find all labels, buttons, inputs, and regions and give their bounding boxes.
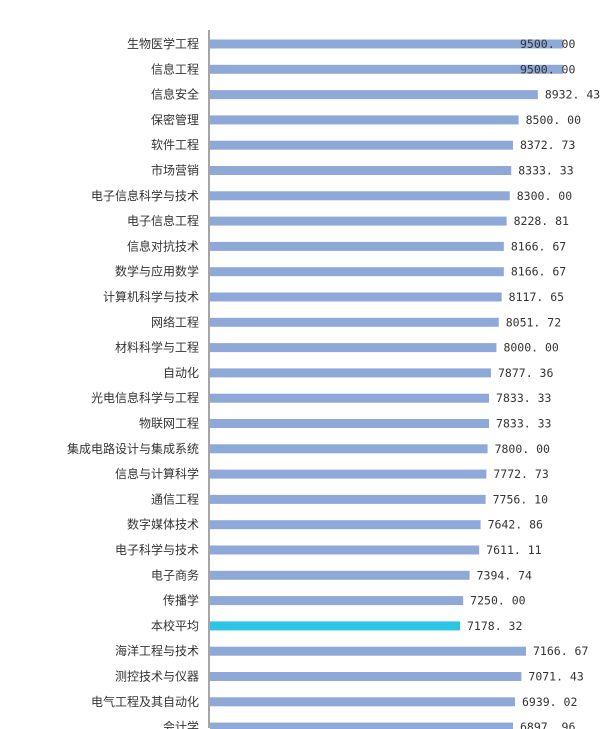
bar — [210, 140, 513, 150]
value-label: 9500. 00 — [520, 37, 575, 51]
bar — [210, 39, 563, 49]
value-label: 9500. 00 — [520, 62, 575, 76]
value-label: 7178. 32 — [467, 619, 522, 633]
bar-highlight — [210, 621, 460, 631]
value-label: 7877. 36 — [498, 366, 553, 380]
value-label: 7756. 10 — [493, 492, 548, 506]
value-label: 8932. 43 — [545, 88, 600, 102]
value-label: 8300. 00 — [517, 189, 572, 203]
value-label: 7833. 33 — [496, 391, 551, 405]
category-label: 电子科学与技术 — [115, 542, 199, 557]
value-label: 6897. 96 — [520, 720, 575, 729]
value-label: 6939. 02 — [522, 695, 577, 709]
value-label: 7250. 00 — [470, 594, 525, 608]
category-label: 光电信息科学与工程 — [91, 390, 199, 405]
category-label: 电子信息科学与技术 — [91, 188, 199, 203]
bar — [210, 545, 480, 555]
bar — [210, 570, 470, 580]
value-label: 7772. 73 — [493, 467, 548, 481]
category-label: 海洋工程与技术 — [115, 643, 199, 658]
category-label: 测控技术与仪器 — [115, 670, 199, 684]
bar — [210, 90, 538, 100]
value-label: 7611. 11 — [486, 543, 541, 557]
bar — [210, 393, 490, 403]
bar — [210, 722, 513, 729]
category-label: 计算机科学与技术 — [103, 289, 199, 304]
bar — [210, 115, 519, 125]
category-label: 生物医学工程 — [127, 36, 199, 51]
category-label: 电子信息工程 — [127, 213, 199, 228]
value-label: 7071. 43 — [528, 670, 583, 684]
bar — [210, 317, 499, 327]
category-label: 数学与应用数学 — [115, 264, 199, 279]
value-label: 8500. 00 — [526, 113, 581, 127]
value-label: 7642. 86 — [488, 518, 543, 532]
category-label: 保密管理 — [151, 112, 199, 127]
category-label: 信息与计算科学 — [115, 466, 199, 481]
value-label: 8372. 73 — [520, 138, 575, 152]
bar — [210, 494, 486, 504]
category-label: 传播学 — [163, 593, 199, 608]
bar — [210, 216, 507, 226]
value-label: 8166. 67 — [511, 239, 566, 253]
bar — [210, 520, 481, 530]
value-label: 8117. 65 — [509, 290, 564, 304]
value-label: 7394. 74 — [477, 568, 532, 582]
bar — [210, 444, 488, 454]
category-label: 材料科学与工程 — [115, 340, 199, 355]
category-label: 会计学 — [163, 719, 199, 729]
value-label: 7800. 00 — [495, 442, 550, 456]
bar — [210, 191, 510, 201]
value-label: 7833. 33 — [496, 417, 551, 431]
category-label: 数字媒体技术 — [127, 517, 199, 532]
category-label: 市场营销 — [151, 163, 199, 178]
bar — [210, 672, 522, 681]
category-label: 网络工程 — [151, 314, 199, 329]
bar — [210, 292, 502, 302]
category-label: 电气工程及其自动化 — [91, 694, 199, 709]
category-label: 电子商务 — [151, 567, 199, 582]
bar — [210, 241, 504, 251]
bar — [210, 166, 512, 175]
category-label: 本校平均 — [151, 618, 199, 633]
bar — [210, 596, 464, 606]
category-label: 通信工程 — [151, 491, 199, 506]
bar — [210, 419, 490, 428]
bar — [210, 646, 526, 656]
value-label: 8166. 67 — [511, 265, 566, 279]
bar — [210, 469, 487, 479]
value-label: 7166. 67 — [533, 644, 588, 658]
category-label: 自动化 — [163, 366, 199, 380]
value-label: 8228. 81 — [514, 214, 569, 228]
category-label: 软件工程 — [151, 137, 199, 152]
category-label: 物联网工程 — [139, 416, 199, 431]
value-label: 8000. 00 — [503, 341, 558, 355]
bar — [210, 697, 515, 707]
bars-layer: 生物医学工程 9500. 00 信息工程 9500. 00 信息安全 8932. 43 保密… — [67, 36, 600, 729]
bar — [210, 64, 563, 74]
category-label: 集成电路设计与集成系统 — [67, 441, 199, 456]
category-label: 信息工程 — [151, 61, 199, 76]
value-label: 8051. 72 — [506, 315, 561, 329]
value-label: 8333. 33 — [518, 164, 573, 178]
bar — [210, 368, 492, 378]
category-label: 信息安全 — [151, 87, 199, 102]
bar — [210, 267, 504, 277]
category-label: 信息对抗技术 — [127, 238, 199, 253]
bar — [210, 343, 497, 353]
